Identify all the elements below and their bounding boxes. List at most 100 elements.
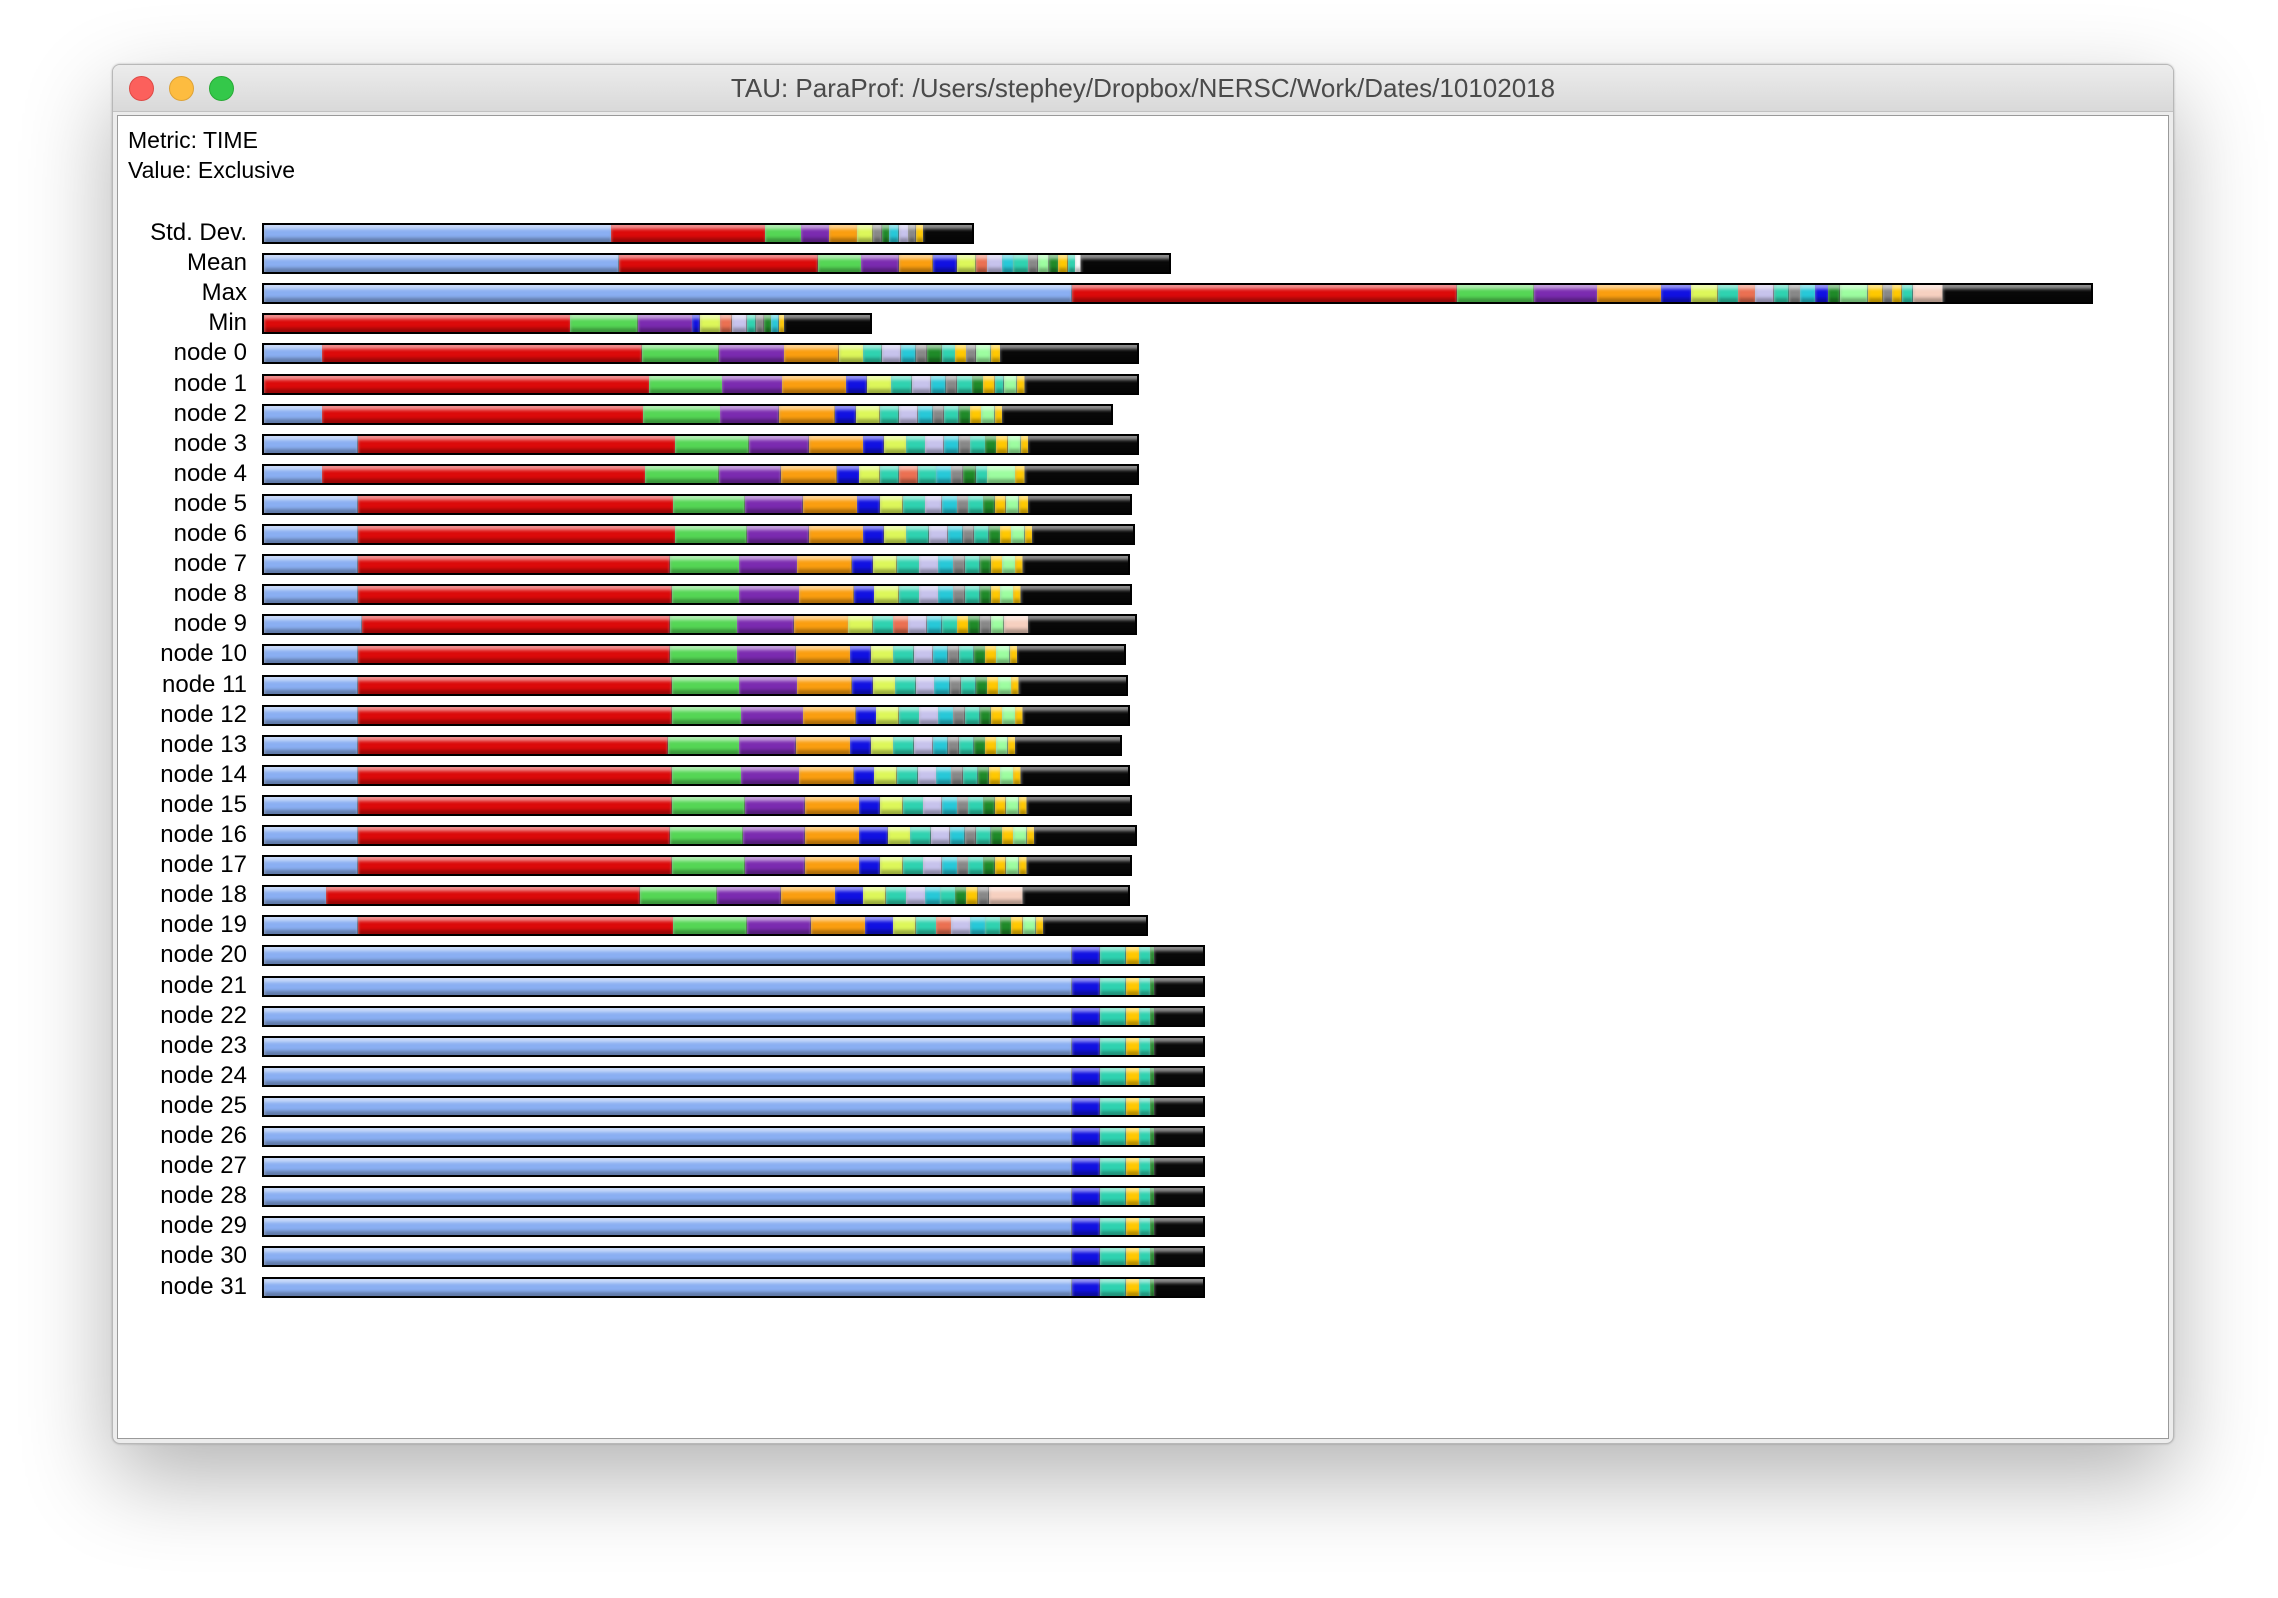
- bar-segment[interactable]: [744, 796, 806, 814]
- bar-segment[interactable]: [865, 917, 894, 935]
- bar-segment[interactable]: [975, 827, 992, 844]
- bar-segment[interactable]: [671, 586, 740, 604]
- bar-segment[interactable]: [748, 435, 810, 453]
- bar-segment[interactable]: [990, 706, 1003, 724]
- bar-segment[interactable]: [942, 495, 958, 513]
- bar-segment[interactable]: [975, 345, 992, 363]
- bar-segment[interactable]: [1139, 1037, 1151, 1055]
- bar-segment[interactable]: [357, 736, 669, 754]
- bar-segment[interactable]: [949, 827, 965, 844]
- bar-segment[interactable]: [742, 827, 806, 844]
- bar-segment[interactable]: [925, 495, 943, 513]
- bar-segment[interactable]: [1011, 526, 1025, 543]
- bar-segment[interactable]: [938, 706, 954, 724]
- bar-segment[interactable]: [1099, 1158, 1127, 1176]
- bar-segment[interactable]: [994, 495, 1007, 513]
- bar-segment[interactable]: [1150, 1067, 1155, 1085]
- bar-segment[interactable]: [953, 586, 965, 604]
- bar-segment[interactable]: [872, 225, 883, 242]
- bar-segment[interactable]: [1139, 1067, 1151, 1085]
- bar-segment[interactable]: [803, 495, 858, 513]
- bar-segment[interactable]: [994, 796, 1007, 814]
- bar-segment[interactable]: [1000, 917, 1012, 935]
- bar-segment[interactable]: [838, 345, 864, 363]
- bar-segment[interactable]: [902, 796, 924, 814]
- stacked-bar[interactable]: [262, 975, 1205, 997]
- bar-segment[interactable]: [756, 315, 764, 333]
- bar-segment[interactable]: [1139, 1278, 1151, 1296]
- bar-segment[interactable]: [851, 556, 873, 574]
- bar-segment[interactable]: [645, 465, 719, 483]
- bar-segment[interactable]: [1942, 285, 2091, 303]
- bar-segment[interactable]: [264, 1188, 1072, 1206]
- bar-segment[interactable]: [357, 646, 671, 664]
- bar-segment[interactable]: [829, 225, 858, 242]
- bar-segment[interactable]: [1150, 1278, 1155, 1296]
- bar-segment[interactable]: [859, 857, 881, 875]
- bar-segment[interactable]: [264, 255, 620, 273]
- bar-segment[interactable]: [906, 435, 926, 453]
- bar-segment[interactable]: [720, 315, 733, 333]
- stacked-bar[interactable]: [262, 644, 1126, 666]
- bar-segment[interactable]: [994, 857, 1007, 875]
- bar-segment[interactable]: [264, 465, 323, 483]
- bar-segment[interactable]: [977, 887, 990, 905]
- bar-segment[interactable]: [699, 315, 721, 333]
- bar-segment[interactable]: [1099, 1037, 1127, 1055]
- bar-segment[interactable]: [1002, 405, 1111, 423]
- stacked-bar[interactable]: [262, 1035, 1205, 1057]
- bar-segment[interactable]: [880, 405, 900, 423]
- bar-segment[interactable]: [834, 405, 857, 423]
- bar-segment[interactable]: [962, 465, 977, 483]
- bar-segment[interactable]: [804, 796, 860, 814]
- bar-segment[interactable]: [1533, 285, 1598, 303]
- bar-segment[interactable]: [1071, 1007, 1101, 1025]
- bar-segment[interactable]: [857, 495, 881, 513]
- bar-segment[interactable]: [793, 616, 849, 634]
- bar-segment[interactable]: [671, 857, 746, 875]
- bar-segment[interactable]: [1099, 1007, 1127, 1025]
- bar-segment[interactable]: [264, 857, 359, 875]
- bar-segment[interactable]: [1882, 285, 1893, 303]
- bar-segment[interactable]: [264, 646, 359, 664]
- bar-segment[interactable]: [1034, 827, 1135, 844]
- bar-segment[interactable]: [876, 706, 900, 724]
- bar-segment[interactable]: [1011, 676, 1020, 694]
- bar-segment[interactable]: [872, 676, 896, 694]
- bar-segment[interactable]: [671, 766, 742, 784]
- bar-segment[interactable]: [983, 796, 996, 814]
- bar-segment[interactable]: [972, 375, 984, 393]
- bar-segment[interactable]: [795, 736, 851, 754]
- bar-segment[interactable]: [857, 225, 873, 242]
- bar-segment[interactable]: [1099, 1128, 1127, 1145]
- bar-segment[interactable]: [996, 435, 1009, 453]
- bar-segment[interactable]: [975, 676, 988, 694]
- bar-segment[interactable]: [639, 887, 718, 905]
- bar-segment[interactable]: [990, 616, 1005, 634]
- bar-segment[interactable]: [264, 1278, 1072, 1296]
- bar-segment[interactable]: [863, 435, 885, 453]
- bar-segment[interactable]: [1037, 255, 1050, 273]
- bar-segment[interactable]: [1013, 827, 1027, 844]
- title-bar[interactable]: TAU: ParaProf: /Users/stephey/Dropbox/NE…: [113, 65, 2173, 112]
- bar-segment[interactable]: [1002, 827, 1014, 844]
- bar-segment[interactable]: [990, 345, 1001, 363]
- bar-segment[interactable]: [910, 827, 932, 844]
- bar-segment[interactable]: [915, 225, 924, 242]
- bar-segment[interactable]: [264, 1128, 1072, 1145]
- bar-segment[interactable]: [264, 977, 1072, 995]
- bar-segment[interactable]: [906, 887, 926, 905]
- bar-segment[interactable]: [741, 766, 800, 784]
- bar-segment[interactable]: [915, 345, 928, 363]
- bar-segment[interactable]: [951, 917, 971, 935]
- bar-segment[interactable]: [1139, 977, 1151, 995]
- bar-segment[interactable]: [1015, 556, 1024, 574]
- bar-segment[interactable]: [859, 796, 881, 814]
- bar-segment[interactable]: [671, 706, 742, 724]
- bar-segment[interactable]: [958, 405, 971, 423]
- bar-segment[interactable]: [938, 586, 954, 604]
- bar-segment[interactable]: [893, 616, 909, 634]
- bar-segment[interactable]: [1080, 255, 1169, 273]
- bar-segment[interactable]: [1058, 255, 1069, 273]
- bar-segment[interactable]: [975, 255, 988, 273]
